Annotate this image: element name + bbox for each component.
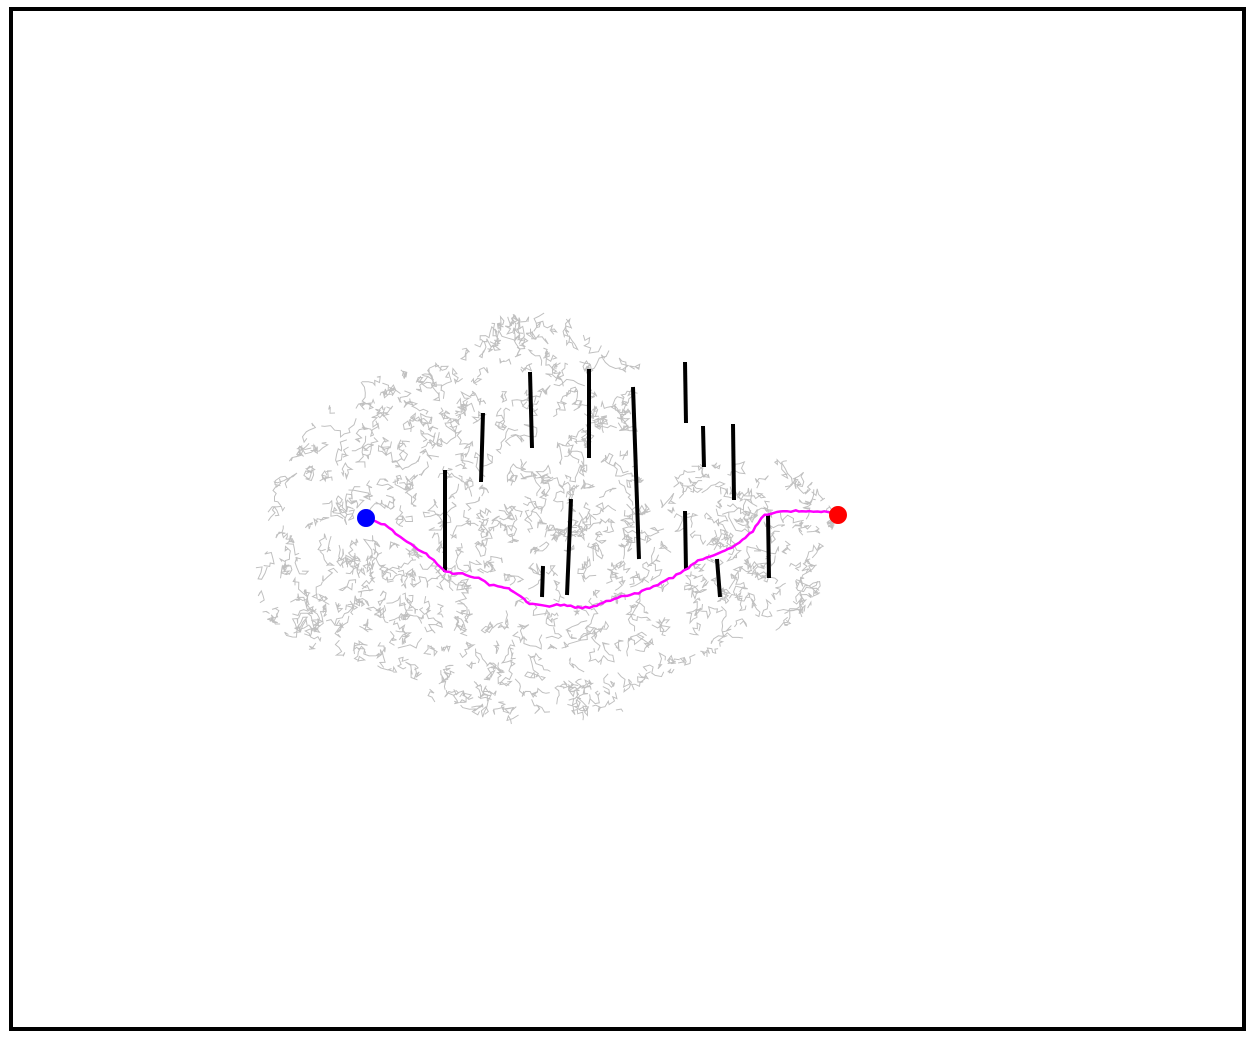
- obstacle-wall: [565, 498, 573, 596]
- obstacle-wall: [701, 425, 706, 468]
- start-point: [357, 509, 375, 527]
- planned-path: [365, 509, 839, 610]
- obstacle-wall: [528, 371, 534, 449]
- goal-point: [829, 506, 847, 524]
- rrt-tree: [255, 312, 835, 725]
- endpoints: [357, 506, 847, 527]
- obstacle-wall: [715, 558, 722, 598]
- canvas-border: [9, 7, 1246, 1031]
- rrt-tree-edges: [255, 312, 835, 725]
- obstacle-wall: [631, 386, 641, 560]
- obstacle-wall: [540, 565, 545, 598]
- obstacle-wall: [766, 513, 771, 579]
- obstacle-wall: [683, 510, 688, 571]
- obstacles: [443, 361, 771, 598]
- obstacle-wall: [683, 361, 688, 424]
- obstacle-wall: [731, 423, 736, 501]
- planned-path-layer: [365, 509, 839, 610]
- obstacle-wall: [479, 412, 485, 483]
